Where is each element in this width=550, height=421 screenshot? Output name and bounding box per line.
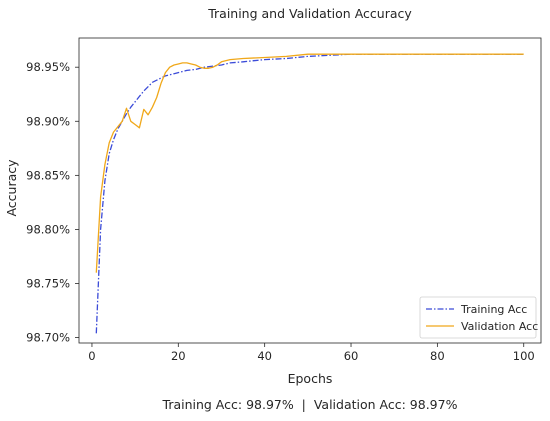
y-tick-label: 98.90% bbox=[26, 114, 70, 128]
plot-area bbox=[78, 37, 542, 344]
y-tick-label: 98.70% bbox=[26, 331, 70, 345]
x-tick-label: 0 bbox=[88, 349, 95, 363]
x-tick-label: 100 bbox=[513, 349, 535, 363]
x-tick-label: 60 bbox=[344, 349, 359, 363]
x-axis-label: Epochs bbox=[288, 371, 333, 386]
x-tick-label: 80 bbox=[430, 349, 445, 363]
summary-text: Training Acc: 98.97% | Validation Acc: 9… bbox=[162, 397, 458, 412]
y-axis-label: Accuracy bbox=[4, 159, 19, 217]
legend: Training Acc Validation Acc bbox=[419, 296, 538, 339]
y-tick-label: 98.80% bbox=[26, 222, 70, 236]
series-line-training bbox=[95, 53, 524, 334]
chart-title: Training and Validation Accuracy bbox=[207, 6, 412, 21]
legend-label-training: Training Acc bbox=[460, 303, 527, 316]
y-tick-label: 98.75% bbox=[26, 277, 70, 291]
series-layer bbox=[95, 53, 524, 334]
y-tick-label: 98.85% bbox=[26, 168, 70, 182]
x-tick-label: 20 bbox=[171, 349, 186, 363]
legend-label-validation: Validation Acc bbox=[461, 320, 538, 333]
y-axis-ticks: 98.70% 98.75% 98.80% 98.85% 98.90% 98.95% bbox=[26, 60, 79, 345]
series-line-validation bbox=[95, 53, 524, 273]
legend-box bbox=[419, 296, 537, 339]
x-tick-label: 40 bbox=[257, 349, 272, 363]
y-tick-label: 98.95% bbox=[26, 60, 70, 74]
x-axis-ticks: 0 20 40 60 80 100 bbox=[88, 343, 535, 363]
